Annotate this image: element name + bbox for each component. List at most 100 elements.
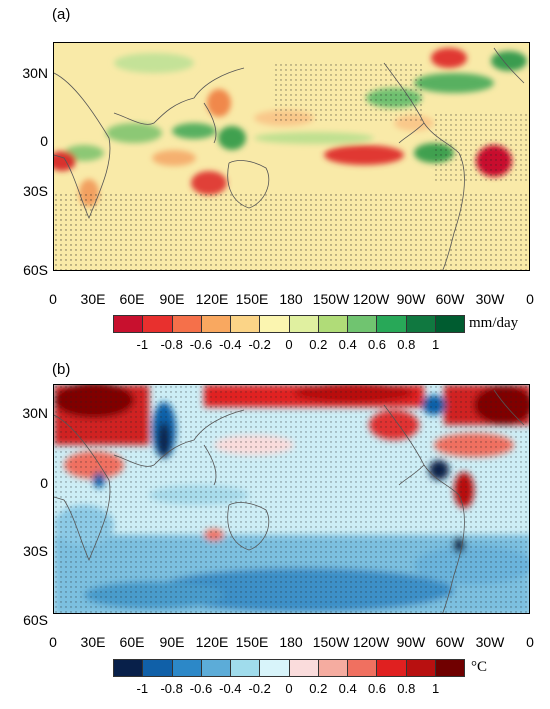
colorbar-tick-label: -0.6	[189, 337, 213, 352]
lon-label: 90W	[396, 634, 426, 650]
colorbar-tick-label: 1	[432, 681, 440, 696]
lon-label: 90W	[396, 291, 426, 307]
lat-label: 30S	[23, 183, 48, 199]
positive-anomaly-region	[114, 53, 194, 73]
lon-label: 30W	[475, 634, 505, 650]
lon-label: 60E	[119, 634, 145, 650]
lon-label: 150W	[312, 291, 350, 307]
colorbar-tick-label: 0	[285, 681, 293, 696]
colorbar-swatch	[348, 316, 378, 332]
colorbar-swatch	[143, 316, 173, 332]
colorbar-swatch	[289, 316, 319, 332]
colorbar-swatch	[289, 660, 319, 676]
lat-label: 60S	[23, 612, 48, 628]
colorbar-tick-label: 0.8	[397, 337, 416, 352]
colorbar-tick-label: -0.4	[219, 337, 242, 352]
significance-stippling	[54, 193, 529, 270]
unit-label: mm/day	[469, 315, 519, 331]
colorbar-tick-label: -0.2	[248, 681, 271, 696]
lon-label: 120E	[195, 291, 229, 307]
colorbar-tick-label: -0.6	[189, 681, 213, 696]
colorbar-swatch	[231, 316, 261, 332]
colorbar-tick-label: 0.2	[309, 681, 328, 696]
lon-label: 150W	[312, 634, 350, 650]
panel-b-label: (b)	[52, 361, 71, 378]
colorbar-swatch	[143, 660, 173, 676]
lat-label: 0	[40, 133, 48, 149]
lon-label: 0	[49, 634, 57, 650]
colorbar-swatch	[318, 316, 348, 332]
significance-stippling	[274, 63, 424, 123]
lon-label: 60W	[435, 634, 465, 650]
colorbar-swatch	[260, 660, 290, 676]
map-panel-a	[53, 42, 530, 271]
negative-anomaly-region	[207, 89, 231, 117]
lon-label: 180	[279, 291, 303, 307]
unit-label: °C	[471, 659, 488, 675]
colorbar-tick-label: 0.2	[309, 337, 328, 352]
lat-label: 60S	[23, 262, 48, 278]
lon-label: 0	[526, 291, 534, 307]
colorbar-swatch	[260, 316, 290, 332]
colorbar-a	[113, 315, 465, 333]
colorbar-tick-label: -1	[136, 337, 149, 352]
lon-label: 120E	[195, 634, 229, 650]
lon-label: 30E	[80, 291, 106, 307]
colorbar-swatch	[172, 660, 202, 676]
negative-anomaly-region	[152, 150, 196, 166]
lat-label: 0	[40, 475, 48, 491]
colorbar-tick-label: 0.4	[338, 337, 357, 352]
colorbar-b	[113, 659, 465, 677]
colorbar-swatch	[435, 316, 464, 332]
colorbar-tick-label: -0.8	[160, 681, 183, 696]
lon-label: 60E	[119, 291, 145, 307]
colorbar-tick-label: 1	[432, 337, 440, 352]
colorbar-swatch	[201, 316, 231, 332]
colorbar-tick-label: -0.2	[248, 337, 271, 352]
colorbar-swatch	[435, 660, 464, 676]
lon-label: 150E	[235, 634, 269, 650]
lon-label: 120W	[352, 634, 390, 650]
negative-anomaly-region	[191, 171, 227, 195]
colorbar-tick-label: 0.4	[338, 681, 357, 696]
panel-a-label: (a)	[52, 6, 71, 23]
lon-label: 0	[526, 634, 534, 650]
colorbar-swatch	[377, 316, 407, 332]
map-panel-b	[53, 384, 530, 614]
colorbar-swatch	[348, 660, 378, 676]
positive-anomaly-region	[106, 123, 162, 143]
coastlines	[54, 47, 525, 270]
positive-anomaly-region	[491, 51, 527, 71]
lon-label: 90E	[159, 634, 185, 650]
lon-label: 30E	[80, 634, 106, 650]
temperature-anomaly-map	[54, 385, 529, 613]
negative-anomaly-region	[324, 145, 404, 165]
lon-label: 150E	[235, 291, 269, 307]
colorbar-tick-label: -0.8	[160, 337, 183, 352]
precipitation-anomaly-map	[54, 43, 529, 270]
significance-stippling	[54, 385, 529, 613]
lat-label: 30N	[22, 405, 48, 421]
colorbar-tick-label: -0.4	[219, 681, 242, 696]
colorbar-tick-label: -1	[136, 681, 149, 696]
colorbar-tick-label: 0.8	[397, 681, 416, 696]
significance-stippling	[434, 113, 529, 183]
colorbar-swatch	[231, 660, 261, 676]
colorbar-swatch	[201, 660, 231, 676]
lat-label: 30N	[22, 65, 48, 81]
colorbar-swatch	[172, 316, 202, 332]
lon-label: 0	[49, 291, 57, 307]
lat-label: 30S	[23, 543, 48, 559]
colorbar-swatch	[318, 660, 348, 676]
colorbar-swatch	[114, 660, 144, 676]
positive-anomaly-region	[172, 123, 216, 139]
negative-anomaly-region	[54, 151, 76, 171]
positive-anomaly-region	[218, 126, 246, 150]
colorbar-tick-label: 0.6	[367, 337, 387, 352]
lon-label: 60W	[435, 291, 465, 307]
positive-anomaly-region	[414, 73, 494, 93]
colorbar-swatch	[406, 660, 436, 676]
coastlines	[54, 389, 525, 613]
colorbar-swatch	[406, 316, 436, 332]
colorbar-tick-label: 0.6	[367, 681, 387, 696]
